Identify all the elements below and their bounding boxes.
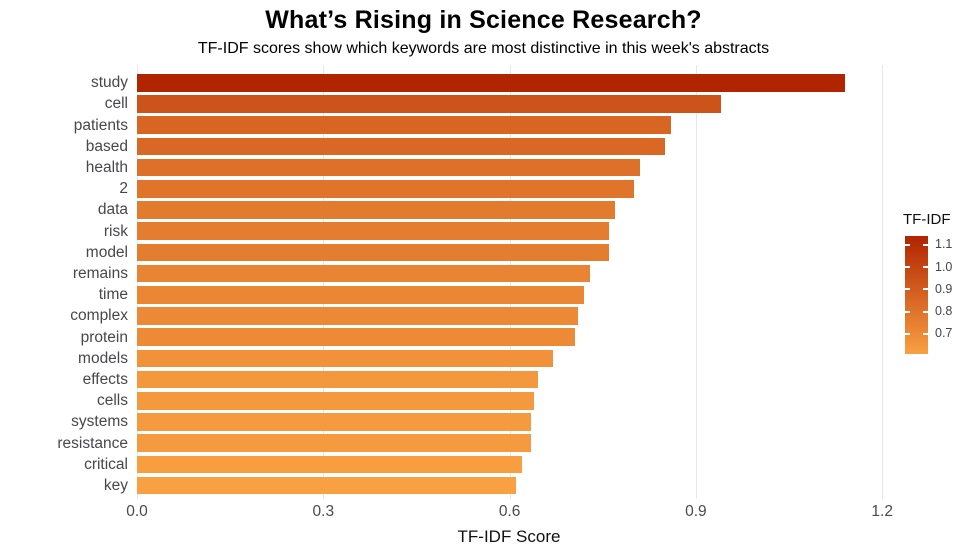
gridline — [882, 65, 884, 499]
legend-tick-mark — [905, 288, 910, 291]
bar-cell — [137, 95, 721, 113]
legend-tick-label: 0.9 — [935, 281, 953, 296]
y-axis-label: patients — [73, 116, 128, 134]
y-axis-label: time — [98, 286, 128, 304]
y-axis-label: model — [85, 243, 128, 261]
x-axis-title: TF-IDF Score — [457, 527, 561, 546]
bar-2 — [137, 180, 634, 198]
legend-tick-mark — [923, 310, 928, 313]
color-legend: TF-IDF 1.1 1.0 0.9 0.8 0.7 — [901, 211, 967, 371]
x-axis-tick-label: 0.6 — [498, 503, 521, 520]
legend-tick-mark — [905, 266, 910, 269]
y-axis-label: 2 — [119, 180, 128, 198]
bar-health — [137, 158, 640, 177]
y-axis-label: remains — [72, 265, 128, 283]
x-axis-tick-label: 1.2 — [871, 503, 893, 520]
bar-cells — [137, 392, 535, 410]
y-axis-label: key — [103, 477, 128, 495]
legend-tick-label: 1.1 — [935, 237, 953, 252]
legend-tick-mark — [905, 310, 910, 313]
legend-tick-mark — [923, 332, 928, 335]
x-axis-tick-label: 0.0 — [126, 503, 148, 520]
bar-study — [137, 74, 845, 92]
y-axis-label: resistance — [57, 434, 128, 452]
bar-models — [137, 349, 554, 368]
legend-tick-mark — [923, 243, 928, 246]
bar-effects — [137, 370, 538, 389]
y-axis-label: cells — [96, 392, 128, 410]
y-axis-label: cell — [104, 95, 128, 113]
chart-subtitle: TF-IDF scores show which keywords are mo… — [197, 40, 770, 57]
bar-remains — [137, 264, 591, 283]
y-axis-label: systems — [71, 413, 128, 431]
y-axis-label: complex — [70, 307, 128, 325]
y-axis-label: health — [85, 159, 128, 177]
legend-tick-mark — [905, 243, 910, 246]
bar-patients — [137, 116, 672, 134]
bar-complex — [137, 307, 578, 325]
legend-tick-mark — [905, 332, 910, 335]
bar-time — [137, 286, 585, 304]
y-axis-label: models — [78, 349, 128, 367]
bar-model — [137, 243, 609, 262]
plot-panel — [137, 65, 895, 499]
bar-key — [137, 476, 516, 495]
legend-tick-label: 0.8 — [935, 304, 953, 319]
bar-protein — [137, 328, 575, 346]
legend-tick-mark — [923, 288, 928, 291]
bar-resistance — [137, 434, 532, 452]
y-axis-label: study — [90, 74, 128, 92]
y-axis-label: risk — [103, 222, 128, 240]
legend-tick-mark — [923, 266, 928, 269]
y-axis-label: effects — [82, 371, 128, 389]
y-axis-label: protein — [80, 328, 128, 346]
chart-title: What’s Rising in Science Research? — [265, 6, 702, 34]
bar-risk — [137, 222, 609, 240]
y-axis-label: data — [97, 201, 128, 219]
gridline — [695, 65, 697, 499]
legend-title: TF-IDF — [903, 211, 951, 228]
x-axis-tick-label: 0.9 — [685, 503, 707, 520]
legend-gradient-bar — [905, 236, 928, 354]
x-axis-tick-label: 0.3 — [312, 503, 335, 520]
bar-based — [137, 137, 665, 156]
legend-tick-label: 1.0 — [935, 259, 953, 274]
bar-systems — [137, 413, 532, 431]
legend-tick-label: 0.7 — [935, 326, 953, 341]
y-axis-label: critical — [84, 455, 128, 473]
y-axis-label: based — [85, 137, 128, 155]
bar-critical — [137, 455, 523, 474]
bar-data — [137, 201, 616, 219]
